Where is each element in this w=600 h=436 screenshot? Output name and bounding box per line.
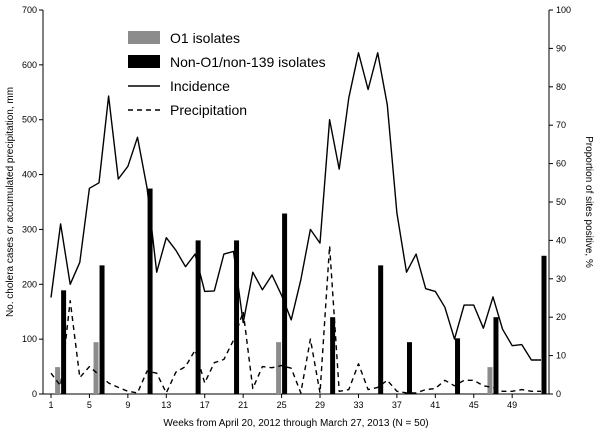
bar-o1-isolates [93,342,99,394]
bars [55,188,547,394]
right-tick-label: 100 [556,5,571,15]
left-axis-title: No. cholera cases or accumulated precipi… [5,87,16,317]
bar-non-o1-isolates [541,255,547,394]
bar-non-o1-isolates [234,240,240,394]
legend-label-non-o1: Non-O1/non-139 isolates [170,54,326,70]
x-tick-label: 17 [200,400,210,410]
bar-non-o1-isolates [99,265,105,394]
x-tick-label: 49 [507,400,517,410]
legend-label-incidence: Incidence [170,78,230,94]
left-tick-label: 500 [22,115,37,125]
bar-non-o1-isolates [378,265,384,394]
right-tick-label: 90 [556,43,566,53]
line-incidence [50,52,541,361]
bar-non-o1-isolates [406,342,412,394]
legend-label-precipitation: Precipitation [170,102,247,118]
ticks: 0 100 200 300 400 500 600 700 0 10 20 30 40 50 60 70 80 9… [22,5,571,410]
bar-non-o1-isolates [195,240,201,394]
right-tick-label: 20 [556,312,566,322]
legend-label-o1: O1 isolates [170,30,240,46]
x-tick-label: 41 [430,400,440,410]
bar-non-o1-isolates [61,290,67,394]
legend-swatch-o1 [128,31,160,44]
x-tick-label: 37 [392,400,402,410]
x-tick-label: 21 [238,400,248,410]
bar-non-o1-isolates [330,317,336,394]
bar-o1-isolates [276,342,282,394]
left-tick-label: 400 [22,170,37,180]
x-tick-label: 45 [469,400,479,410]
x-tick-label: 25 [277,400,287,410]
left-tick-label: 300 [22,224,37,234]
x-tick-label: 5 [87,400,92,410]
x-tick-label: 33 [353,400,363,410]
right-tick-label: 70 [556,120,566,130]
left-tick-label: 100 [22,334,37,344]
right-axis-title: Proportion of sites positive, % [583,136,594,268]
left-tick-label: 200 [22,279,37,289]
lines [50,52,541,394]
left-tick-label: 600 [22,60,37,70]
legend: O1 isolates Non-O1/non-139 isolates Inci… [128,30,326,118]
left-tick-label: 700 [22,5,37,15]
right-tick-label: 0 [556,389,561,399]
bar-o1-isolates [487,367,493,394]
right-tick-label: 30 [556,274,566,284]
left-tick-label: 0 [32,389,37,399]
line-precipitation [50,245,541,394]
x-axis-title: Weeks from April 20, 2012 through March … [163,418,428,429]
x-tick-label: 1 [48,400,53,410]
bar-o1-isolates [55,367,61,394]
right-tick-label: 40 [556,235,566,245]
right-tick-label: 60 [556,159,566,169]
x-tick-label: 29 [315,400,325,410]
bar-non-o1-isolates [493,317,499,394]
x-tick-label: 13 [161,400,171,410]
legend-swatch-non-o1 [128,55,160,68]
bar-non-o1-isolates [455,338,461,394]
right-tick-label: 80 [556,82,566,92]
right-tick-label: 50 [556,197,566,207]
x-tick-label: 9 [125,400,130,410]
bar-non-o1-isolates [147,188,153,394]
right-tick-label: 10 [556,351,566,361]
